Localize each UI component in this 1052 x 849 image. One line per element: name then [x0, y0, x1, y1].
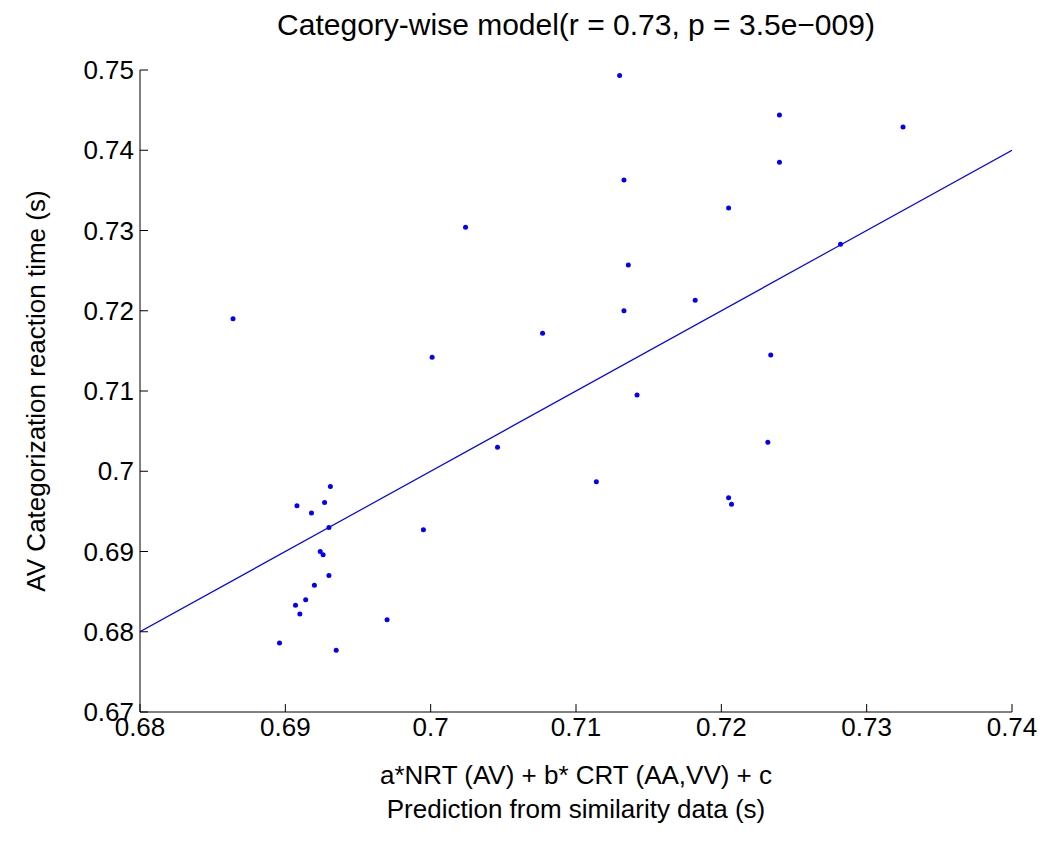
svg-text:0.73: 0.73 [83, 216, 134, 246]
svg-text:0.7: 0.7 [98, 456, 134, 486]
svg-text:0.73: 0.73 [841, 712, 892, 742]
html-text:AV Categorization reaction tim: AV Categorization reaction time (s) [20, 190, 51, 592]
svg-text:0.75: 0.75 [83, 55, 134, 85]
svg-text:0.74: 0.74 [83, 135, 134, 165]
svg-text:0.7: 0.7 [413, 712, 449, 742]
svg-text:0.74: 0.74 [987, 712, 1038, 742]
html-text:a*NRT (AV) + b* CRT (AA,VV) +: a*NRT (AV) + b* CRT (AA,VV) + c [380, 760, 772, 790]
svg-text:0.68: 0.68 [114, 712, 166, 743]
svg-text:0.68: 0.68 [83, 617, 134, 647]
html-text:Category-wise model(r = 0.73,: Category-wise model(r = 0.73, p = 3.5e−0… [277, 8, 875, 41]
svg-text:0.72: 0.72 [83, 296, 134, 326]
svg-text:0.69: 0.69 [83, 537, 134, 567]
svg-text:0.69: 0.69 [260, 712, 311, 742]
html-text:Prediction from similarity dat: Prediction from similarity data (s) [386, 794, 766, 824]
svg-text:0.71: 0.71 [83, 376, 134, 406]
svg-text:0.67: 0.67 [83, 697, 134, 727]
svg-text:0.72: 0.72 [696, 712, 747, 742]
svg-text:0.71: 0.71 [551, 712, 602, 742]
